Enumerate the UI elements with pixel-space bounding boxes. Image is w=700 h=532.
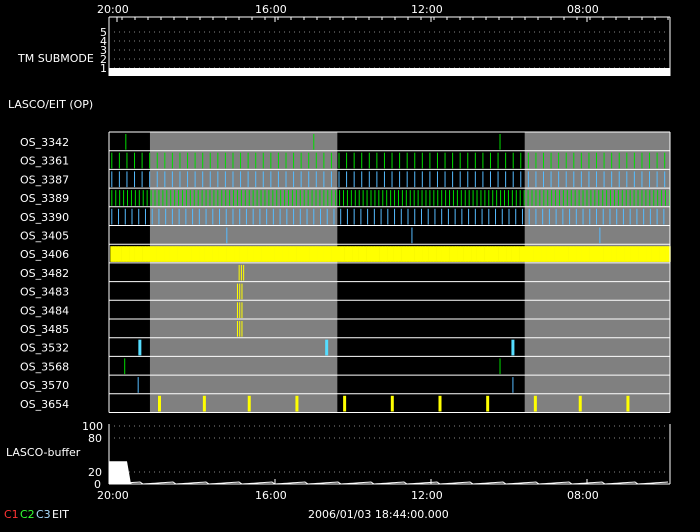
row-label: OS_3570 bbox=[20, 379, 69, 392]
legend-item: C2 bbox=[20, 508, 35, 521]
night-shade bbox=[524, 132, 670, 413]
top-tick-label: 20:00 bbox=[97, 3, 129, 16]
top-tick-label: 12:00 bbox=[411, 3, 443, 16]
lasco-section-label: LASCO/EIT (OP) bbox=[8, 98, 93, 111]
bottom-time-axis: 20:00 16:00 12:00 08:00 bbox=[97, 479, 670, 502]
buffer-tick-label: 0 bbox=[94, 478, 101, 491]
tm-submode-label: TM SUBMODE bbox=[17, 52, 94, 65]
bottom-tick-label: 16:00 bbox=[255, 489, 287, 502]
legend-item: C1 bbox=[4, 508, 19, 521]
tm-level-label: 3 bbox=[100, 44, 107, 57]
tm-submode-bar bbox=[109, 68, 670, 76]
row-label: OS_3654 bbox=[20, 398, 69, 411]
buffer-tick-label: 80 bbox=[88, 432, 102, 445]
tm-level-label: 5 bbox=[100, 26, 107, 39]
bottom-tick-label: 20:00 bbox=[97, 489, 129, 502]
row-label: OS_3390 bbox=[20, 211, 69, 224]
bottom-tick-label: 08:00 bbox=[567, 489, 599, 502]
row-label: OS_3406 bbox=[20, 248, 69, 261]
tm-level-label: 1 bbox=[100, 62, 107, 75]
buffer-label: LASCO-buffer bbox=[6, 446, 81, 459]
row-label: OS_3482 bbox=[20, 267, 69, 280]
row-label: OS_3483 bbox=[20, 286, 69, 299]
instrument-legend: C1 C2 C3 EIT bbox=[4, 508, 69, 521]
row-label: OS_3532 bbox=[20, 342, 69, 355]
top-tick-label: 08:00 bbox=[567, 3, 599, 16]
legend-item: C3 bbox=[36, 508, 51, 521]
row-label: OS_3485 bbox=[20, 323, 69, 336]
observation-rows-panel: OS_3342 OS_3361 OS_3387 OS_3389 OS_3390 OS_34… bbox=[20, 131, 671, 413]
buffer-tick-label: 100 bbox=[82, 420, 103, 433]
top-time-axis: 20:00 16:00 12:00 08:00 bbox=[97, 3, 670, 22]
tm-level-label: 4 bbox=[100, 35, 107, 48]
tm-level-label: 2 bbox=[100, 53, 107, 66]
row-label: OS_3387 bbox=[20, 173, 69, 186]
row-label: OS_3389 bbox=[20, 192, 69, 205]
row-label: OS_3361 bbox=[20, 155, 69, 168]
bottom-tick-label: 12:00 bbox=[411, 489, 443, 502]
buffer-tick-label: 20 bbox=[88, 466, 102, 479]
top-tick-label: 16:00 bbox=[255, 3, 287, 16]
row-label: OS_3405 bbox=[20, 230, 69, 243]
row-label: OS_3342 bbox=[20, 136, 69, 149]
row-label: OS_3568 bbox=[20, 360, 69, 373]
buffer-fill bbox=[109, 461, 131, 484]
date-label: 2006/01/03 18:44:00.000 bbox=[308, 508, 449, 521]
row-label: OS_3484 bbox=[20, 304, 69, 317]
legend-item: EIT bbox=[52, 508, 69, 521]
